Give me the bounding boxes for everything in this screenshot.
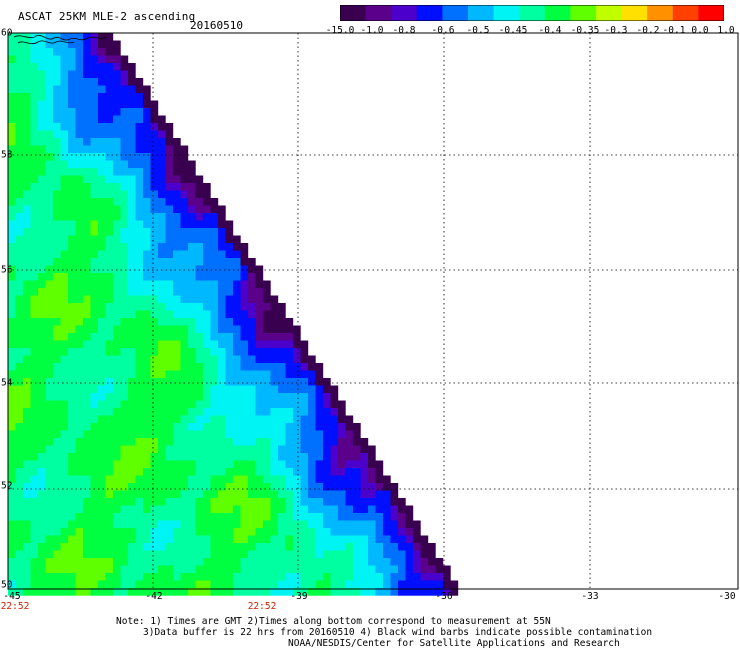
lat-label: 58 — [1, 149, 13, 161]
colorbar-swatch — [365, 5, 392, 21]
map-grid — [8, 33, 738, 589]
colorbar-label: -0.8 — [392, 25, 416, 36]
footnote-line-2: 3)Data buffer is 22 hrs from 20160510 4)… — [143, 627, 653, 638]
colorbar-swatch — [416, 5, 443, 21]
colorbar — [340, 5, 724, 21]
colorbar-swatch — [570, 5, 597, 21]
footnote-line-1: Note: 1) Times are GMT 2)Times along bot… — [116, 616, 551, 627]
plot-title: ASCAT 25KM MLE-2 ascending — [18, 10, 196, 23]
footnote-line-3: NOAA/NESDIS/Center for Satellite Applica… — [288, 638, 620, 649]
colorbar-swatch — [672, 5, 699, 21]
colorbar-label: 1.0 — [717, 25, 735, 36]
colorbar-swatch — [519, 5, 546, 21]
colorbar-label: -0.3 — [604, 25, 628, 36]
lon-label: -39 — [290, 591, 308, 602]
colorbar-label: -0.35 — [570, 25, 600, 36]
lon-label: -45 — [3, 591, 21, 602]
colorbar-label: -0.6 — [431, 25, 455, 36]
colorbar-label: -15.0 — [325, 25, 355, 36]
colorbar-swatch — [544, 5, 571, 21]
colorbar-label: -0.1 — [662, 25, 686, 36]
colorbar-label: -1.0 — [360, 25, 384, 36]
plot-date: 20160510 — [190, 19, 243, 32]
map-plot — [7, 32, 739, 596]
colorbar-label: -0.2 — [636, 25, 660, 36]
lon-label: -42 — [145, 591, 163, 602]
colorbar-label: -0.5 — [466, 25, 490, 36]
lon-label: -33 — [581, 591, 599, 602]
colorbar-label: -0.45 — [498, 25, 528, 36]
lat-label: 50 — [1, 579, 13, 591]
swath-field — [8, 33, 459, 596]
colorbar-label: -0.4 — [538, 25, 562, 36]
colorbar-swatch — [621, 5, 648, 21]
colorbar-swatch — [442, 5, 469, 21]
colorbar-label: 0.0 — [691, 25, 709, 36]
colorbar-swatch — [493, 5, 520, 21]
colorbar-swatch — [596, 5, 623, 21]
time-label: 22:52 — [247, 601, 277, 612]
lat-label: 60 — [1, 27, 13, 39]
colorbar-swatch — [391, 5, 418, 21]
coastline — [13, 34, 107, 45]
lat-label: 52 — [1, 480, 13, 492]
colorbar-swatch — [468, 5, 495, 21]
colorbar-swatch — [647, 5, 674, 21]
lat-label: 56 — [1, 264, 13, 276]
time-label: 22:52 — [0, 601, 30, 612]
lon-label: -30 — [718, 591, 736, 602]
lon-label: -36 — [435, 591, 453, 602]
colorbar-swatch — [698, 5, 724, 21]
colorbar-swatch — [340, 5, 367, 21]
colorbar-labels: -15.0 -1.0 -0.8 -0.6 -0.5 -0.45 -0.4 -0.… — [325, 25, 735, 37]
lat-label: 54 — [1, 377, 13, 389]
